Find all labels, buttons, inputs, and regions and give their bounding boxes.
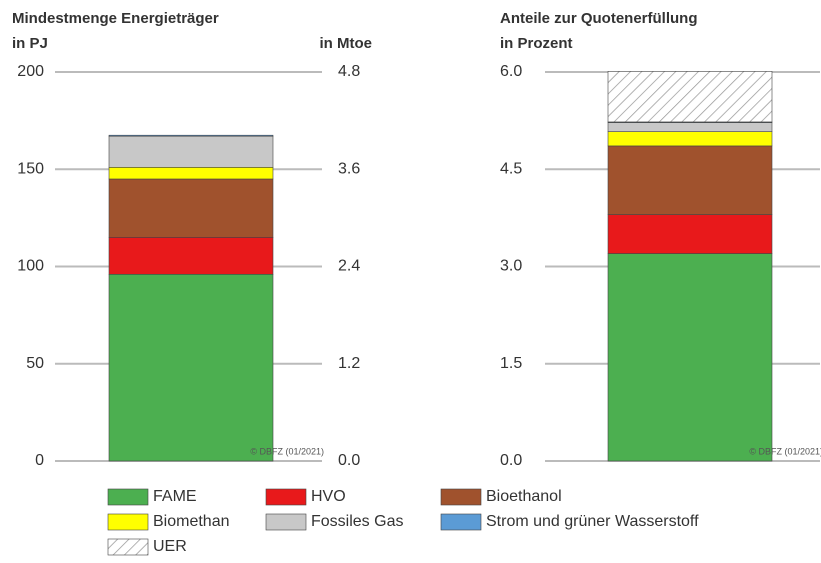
legend-label: HVO: [311, 488, 346, 505]
legend-swatch: [440, 513, 482, 531]
annotation: © DBFZ (01/2021): [749, 446, 821, 456]
bar-segment: [108, 178, 274, 238]
chart-title: Anteile zur Quotenerfüllung: [500, 10, 698, 27]
y-tick-label: 1.5: [500, 355, 522, 372]
y-tick-label: 6.0: [500, 63, 522, 80]
legend-label: Strom und grüner Wasserstoff: [486, 513, 699, 530]
legend-label: UER: [153, 538, 187, 555]
bar-segment: [108, 167, 274, 180]
legend-swatch: [107, 488, 149, 506]
bar-segment: [607, 122, 773, 132]
y-axis-label: in PJ: [12, 35, 48, 52]
legend-label: FAME: [153, 488, 197, 505]
y-tick-label: 50: [26, 355, 44, 372]
bar-segment: [108, 273, 274, 462]
bar-segment: [607, 131, 773, 147]
bar-segment: [607, 214, 773, 254]
bar-segment: [607, 253, 773, 462]
y-tick-label: 0.0: [500, 452, 522, 469]
bar-segment: [108, 135, 274, 168]
legend-label: Fossiles Gas: [311, 513, 403, 530]
y-tick-label: 4.5: [500, 160, 522, 177]
y-tick-label: 3.0: [500, 258, 522, 275]
y2-tick-label: 4.8: [338, 63, 360, 80]
legend-swatch: [440, 488, 482, 506]
y-tick-label: 0: [35, 452, 44, 469]
legend-swatch: [265, 488, 307, 506]
y2-axis-label: in Mtoe: [320, 35, 373, 52]
y-axis-label: in Prozent: [500, 35, 573, 52]
y-tick-label: 100: [17, 258, 44, 275]
y2-tick-label: 0.0: [338, 452, 360, 469]
y2-tick-label: 1.2: [338, 355, 360, 372]
bar-segment: [607, 145, 773, 215]
y-tick-label: 150: [17, 160, 44, 177]
annotation: © DBFZ (01/2021): [250, 446, 324, 456]
y-tick-label: 200: [17, 63, 44, 80]
bar-segment: [108, 134, 274, 137]
bar-segment: [108, 237, 274, 275]
legend-swatch: [107, 513, 149, 531]
chart-title: Mindestmenge Energieträger: [12, 10, 219, 27]
bar-segment: [607, 71, 773, 123]
legend-swatch: [265, 513, 307, 531]
legend-label: Biomethan: [153, 513, 230, 530]
y2-tick-label: 3.6: [338, 160, 360, 177]
y2-tick-label: 2.4: [338, 258, 360, 275]
legend-swatch: [107, 538, 149, 556]
legend-label: Bioethanol: [486, 488, 562, 505]
